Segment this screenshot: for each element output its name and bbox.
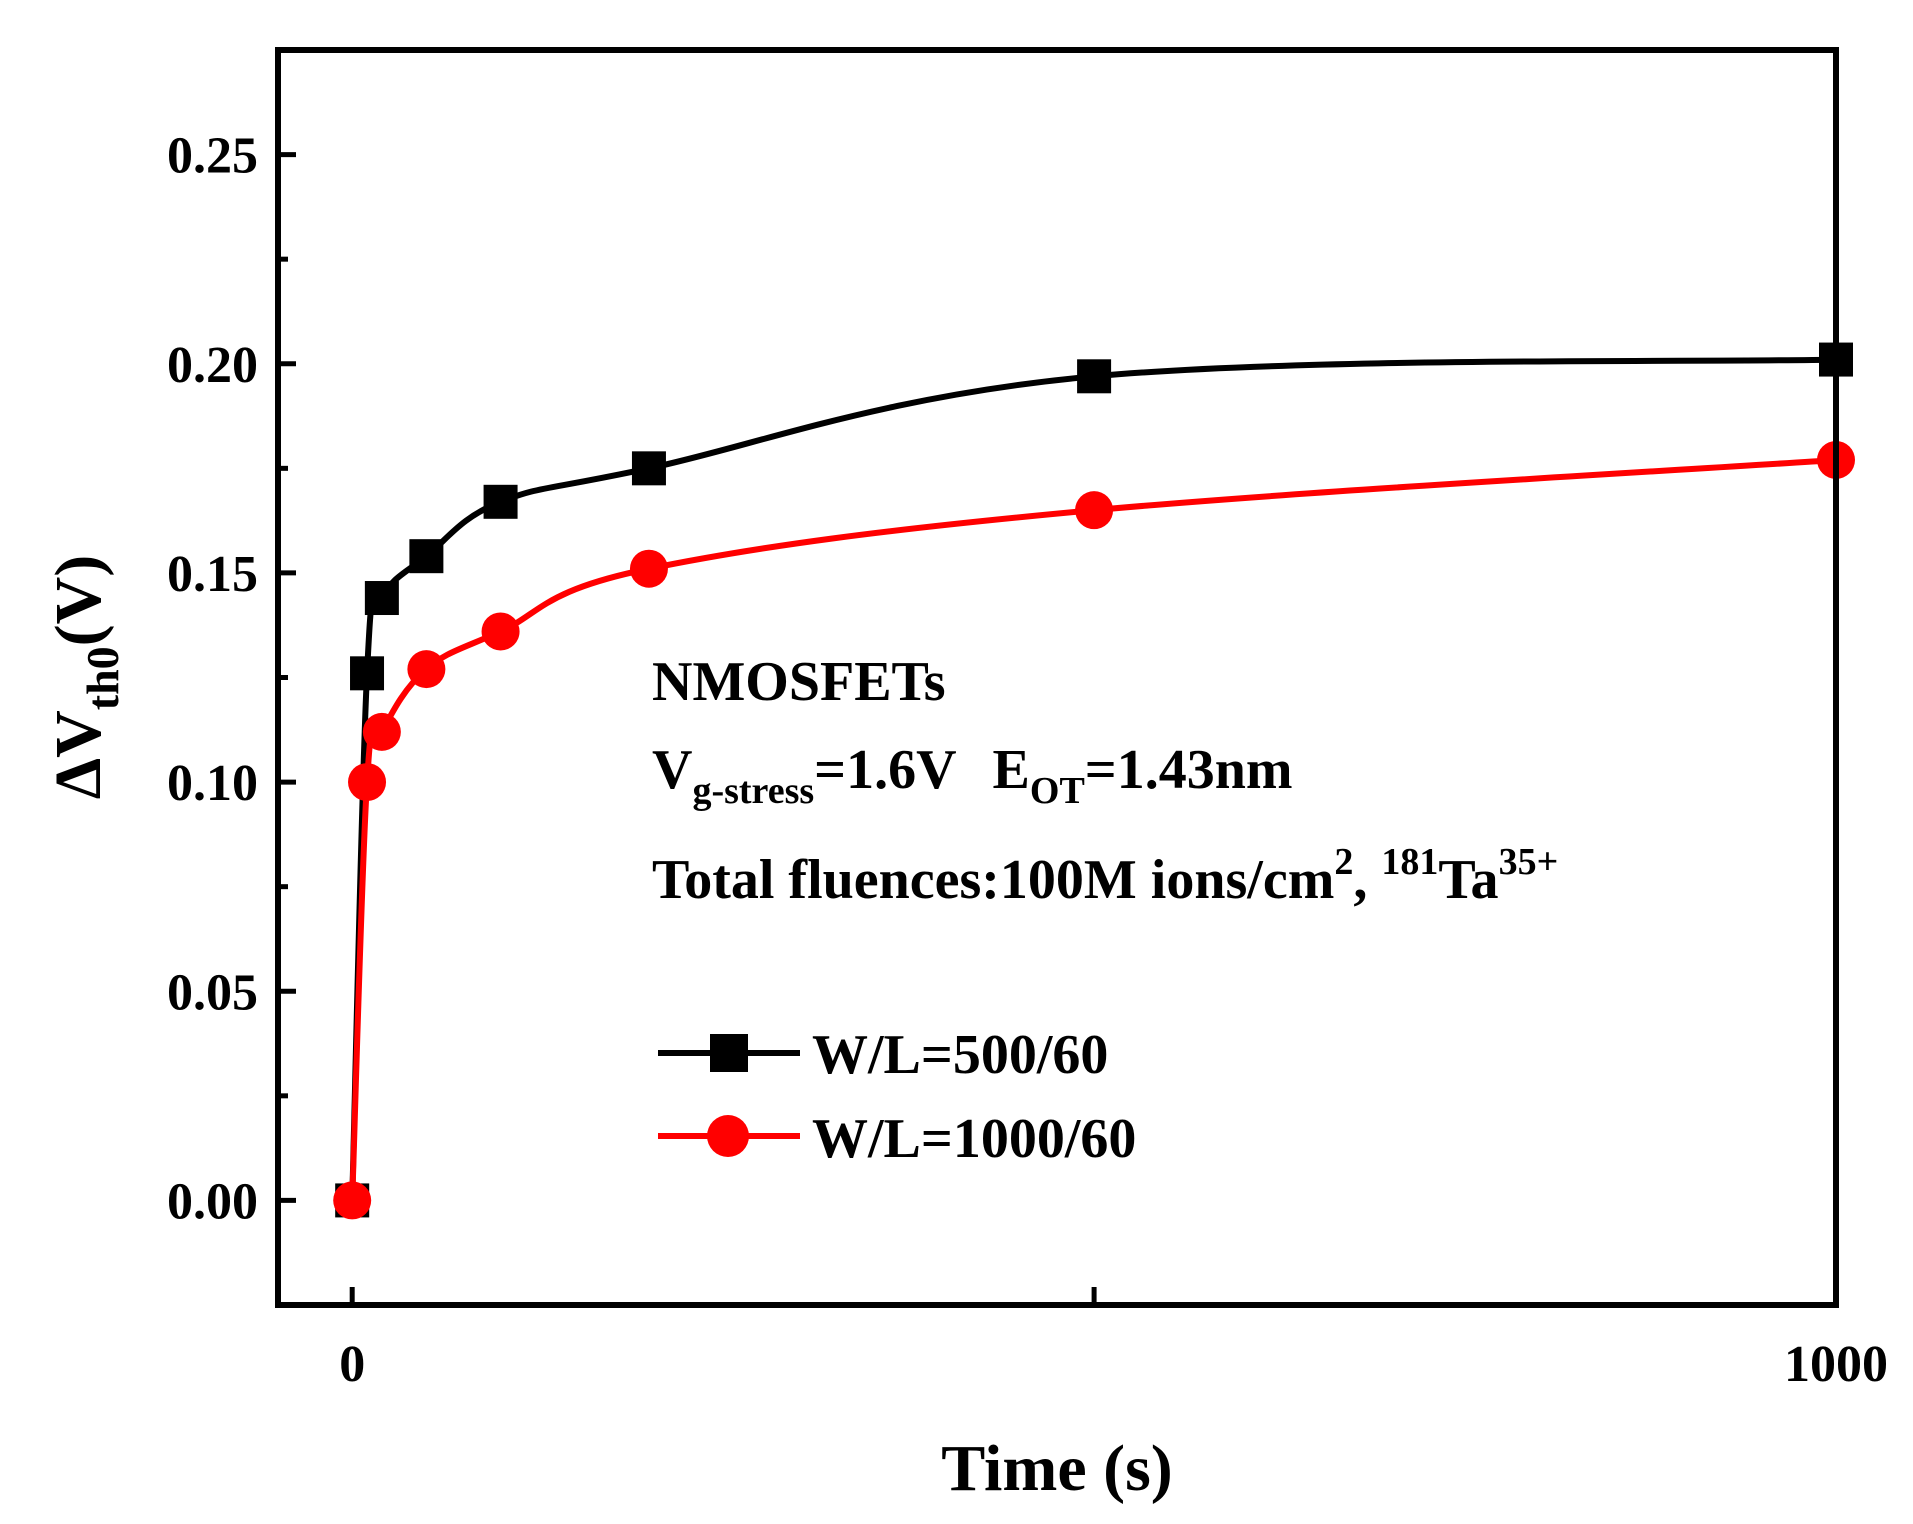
x-tick-label: 1000 — [1784, 1336, 1888, 1393]
series-2-point — [333, 1181, 372, 1220]
y-tick-label: 0.05 — [167, 964, 258, 1021]
vg-subscript: g-stress — [692, 770, 814, 812]
series-2-point — [407, 650, 446, 689]
annotation-device: NMOSFETs — [652, 651, 946, 713]
series-2-point — [629, 549, 668, 588]
eot-subscript: OT — [1030, 770, 1085, 812]
series-2-point — [481, 612, 520, 651]
series-2-point — [1075, 491, 1114, 530]
y-tick-label: 0.20 — [167, 337, 258, 394]
series-1-point — [364, 581, 399, 616]
ion-mass: 181 — [1381, 841, 1438, 883]
x-axis-title: Time (s) — [941, 1432, 1173, 1505]
y-tick-label: 0.15 — [167, 546, 258, 603]
series-2-point — [348, 763, 387, 802]
vg-value: =1.6V — [814, 739, 956, 801]
vg-symbol: V — [652, 739, 692, 801]
series-1-point — [350, 656, 385, 691]
legend-marker-series-1 — [710, 1034, 748, 1072]
series-1-point — [483, 484, 518, 519]
legend-label-series-1: W/L=500/60 — [812, 1024, 1108, 1086]
x-tick-labels: 0 1000 — [339, 1336, 1888, 1393]
ion-charge: 35+ — [1499, 841, 1559, 883]
fluence-separator: , — [1353, 849, 1381, 911]
fluence-text: Total fluences:100M ions/cm — [652, 849, 1334, 911]
ion-symbol: Ta — [1438, 849, 1498, 911]
legend-label-series-2: W/L=1000/60 — [812, 1108, 1136, 1170]
y-tick-label: 0.10 — [167, 755, 258, 812]
annotation-conditions: Vg-stress=1.6V EOT=1.43nm — [652, 739, 1293, 812]
legend-marker-series-2 — [707, 1115, 749, 1157]
eot-symbol: E — [993, 739, 1030, 801]
y-axis-symbol: ΔV — [42, 710, 115, 799]
eot-value: =1.43nm — [1085, 739, 1293, 801]
y-axis-unit: (V) — [42, 555, 115, 647]
series-1-point — [1077, 359, 1112, 394]
y-tick-label: 0.25 — [167, 128, 258, 185]
series-1-point — [631, 451, 666, 486]
annotation-fluence: Total fluences:100M ions/cm2, 181Ta35+ — [652, 841, 1558, 911]
y-tick-label: 0.00 — [167, 1173, 258, 1230]
legend: W/L=500/60 W/L=1000/60 — [658, 1024, 1136, 1170]
series-2-line — [349, 456, 1837, 1201]
y-axis-subscript: th0 — [77, 646, 128, 710]
series-1-point — [409, 539, 444, 574]
y-tick-labels: 0.00 0.05 0.10 0.15 0.20 0.25 — [167, 128, 258, 1231]
series-2-point — [362, 712, 401, 751]
plot-frame — [275, 47, 1839, 1308]
x-tick-label: 0 — [339, 1336, 365, 1393]
fluence-superscript: 2 — [1334, 841, 1353, 883]
y-axis-title: ΔVth0(V) — [42, 555, 128, 800]
